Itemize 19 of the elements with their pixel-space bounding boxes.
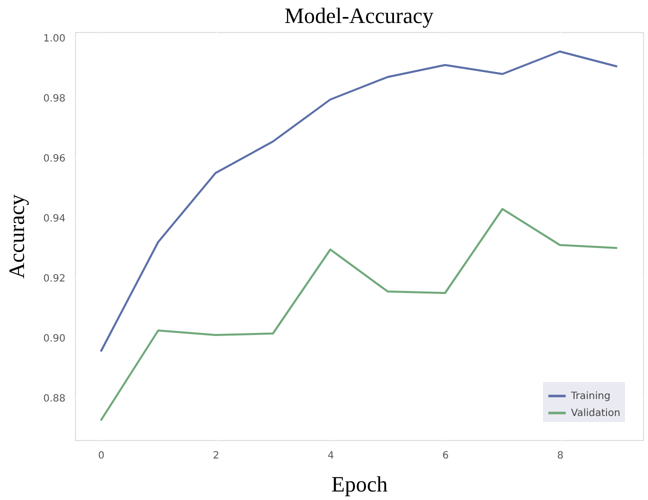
chart-title: Model-Accuracy [284, 3, 434, 28]
line-series [100, 50, 618, 352]
x-tick-label: 6 [442, 450, 449, 462]
y-tick-label: 0.90 [43, 334, 66, 344]
x-tick-label: 8 [557, 450, 564, 462]
x-axis-title: Epoch [331, 472, 388, 496]
x-tick-label: 0 [98, 450, 105, 462]
line-series [100, 208, 618, 422]
x-tick-label: 2 [212, 450, 220, 462]
y-tick-label: 0.92 [43, 274, 66, 284]
y-tick-label: 1.00 [43, 34, 66, 44]
y-axis-title: Accuracy [4, 194, 30, 279]
legend-label: Validation [571, 408, 620, 419]
y-tick-label: 0.94 [43, 214, 66, 224]
y-tick-label: 0.98 [43, 94, 66, 104]
x-tick-label: 4 [328, 450, 334, 462]
y-tick-label: 0.88 [43, 394, 66, 404]
legend-label: Training [570, 391, 610, 402]
y-tick-label: 0.96 [43, 154, 66, 164]
